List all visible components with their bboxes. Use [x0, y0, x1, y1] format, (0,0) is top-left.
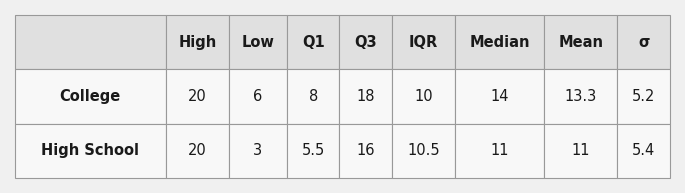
- Bar: [287, 15, 339, 69]
- Bar: [166, 15, 229, 69]
- Bar: [166, 124, 229, 178]
- Bar: [392, 15, 456, 69]
- Text: College: College: [60, 89, 121, 104]
- Text: 11: 11: [571, 143, 590, 158]
- Text: High School: High School: [41, 143, 139, 158]
- Bar: [339, 15, 392, 69]
- Bar: [166, 69, 229, 124]
- Text: 5.5: 5.5: [301, 143, 325, 158]
- Bar: [617, 15, 670, 69]
- Bar: [15, 124, 166, 178]
- Bar: [392, 124, 456, 178]
- Bar: [392, 69, 456, 124]
- Text: 10.5: 10.5: [408, 143, 440, 158]
- Text: Q3: Q3: [354, 35, 377, 50]
- Text: 20: 20: [188, 89, 207, 104]
- Text: High: High: [178, 35, 216, 50]
- Text: 20: 20: [188, 143, 207, 158]
- Bar: [544, 15, 617, 69]
- Bar: [287, 69, 339, 124]
- Bar: [339, 124, 392, 178]
- Bar: [456, 15, 544, 69]
- Bar: [339, 69, 392, 124]
- Text: 13.3: 13.3: [564, 89, 597, 104]
- Bar: [15, 15, 166, 69]
- Bar: [229, 124, 287, 178]
- Text: Low: Low: [242, 35, 275, 50]
- Text: Mean: Mean: [558, 35, 603, 50]
- Bar: [617, 69, 670, 124]
- Bar: [229, 69, 287, 124]
- Text: 6: 6: [253, 89, 262, 104]
- Bar: [617, 124, 670, 178]
- Bar: [544, 69, 617, 124]
- Bar: [456, 124, 544, 178]
- Text: 16: 16: [356, 143, 375, 158]
- Bar: [544, 124, 617, 178]
- Text: 14: 14: [490, 89, 509, 104]
- Text: IQR: IQR: [409, 35, 438, 50]
- Text: 3: 3: [253, 143, 262, 158]
- Text: Q1: Q1: [302, 35, 325, 50]
- Text: Median: Median: [469, 35, 530, 50]
- Bar: [229, 15, 287, 69]
- Text: 5.2: 5.2: [632, 89, 656, 104]
- Text: σ: σ: [638, 35, 649, 50]
- Text: 8: 8: [308, 89, 318, 104]
- Text: 11: 11: [490, 143, 509, 158]
- Text: 5.4: 5.4: [632, 143, 656, 158]
- Text: 18: 18: [356, 89, 375, 104]
- Bar: [287, 124, 339, 178]
- Text: 10: 10: [414, 89, 433, 104]
- Bar: [456, 69, 544, 124]
- Bar: [15, 69, 166, 124]
